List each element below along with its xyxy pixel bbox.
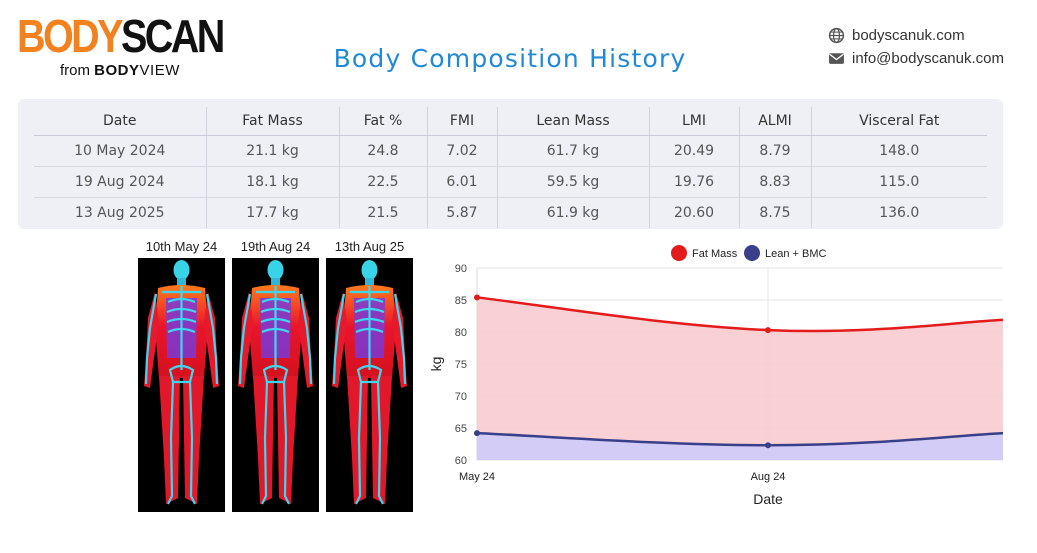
scan-date-label: 13th Aug 25 bbox=[334, 239, 405, 254]
fat-mass-point[interactable] bbox=[474, 294, 480, 301]
cell-lmi: 19.76 bbox=[649, 166, 740, 198]
x-axis-title: Date bbox=[753, 491, 783, 507]
cell-fmi: 5.87 bbox=[427, 197, 498, 228]
fat-mass-point[interactable] bbox=[765, 327, 771, 334]
fat-mass-area bbox=[477, 297, 1003, 446]
col-header-fat-mass: Fat Mass bbox=[206, 107, 340, 136]
x-tick-label: Aug 24 bbox=[751, 471, 786, 483]
lean-bmc-point[interactable] bbox=[765, 442, 771, 449]
col-header-date: Date bbox=[34, 107, 207, 136]
cell-fat-percent: 22.5 bbox=[339, 166, 428, 198]
col-header-lean-mass: Lean Mass bbox=[497, 107, 650, 136]
logo-word-body: BODY bbox=[17, 10, 124, 62]
scan-card: 10th May 24 bbox=[138, 238, 225, 512]
y-tick-label: 65 bbox=[455, 423, 467, 435]
cell-fat-mass: 21.1 kg bbox=[206, 135, 340, 167]
cell-date: 13 Aug 2025 bbox=[34, 197, 207, 228]
website-row[interactable]: bodyscanuk.com bbox=[828, 24, 1004, 47]
contact-info: bodyscanuk.com info@bodyscanuk.com bbox=[828, 24, 1004, 70]
table-header-row: Date Fat Mass Fat % FMI Lean Mass LMI AL… bbox=[34, 107, 987, 136]
x-tick-label: May 24 bbox=[459, 471, 495, 483]
history-table-panel: Date Fat Mass Fat % FMI Lean Mass LMI AL… bbox=[18, 99, 1003, 229]
envelope-icon bbox=[829, 53, 844, 64]
col-header-fat-percent: Fat % bbox=[339, 107, 428, 136]
cell-date: 10 May 2024 bbox=[34, 135, 207, 167]
cell-lean-mass: 59.5 kg bbox=[497, 166, 650, 198]
cell-lmi: 20.60 bbox=[649, 197, 740, 228]
cell-almi: 8.83 bbox=[739, 166, 812, 198]
logo-sub-from: from bbox=[60, 62, 90, 79]
y-tick-label: 70 bbox=[455, 391, 467, 403]
col-header-fmi: FMI bbox=[427, 107, 498, 136]
y-tick-label: 90 bbox=[455, 263, 467, 275]
body-scan-image[interactable] bbox=[232, 258, 319, 512]
chart-svg: 60 65 70 75 80 85 90 May 24 Aug 24 Date kg Fat Mass… bbox=[428, 245, 1004, 507]
body-figure-graphic bbox=[238, 260, 313, 505]
logo-word-scan: SCAN bbox=[120, 10, 225, 62]
cell-date: 19 Aug 2024 bbox=[34, 166, 207, 198]
y-tick-label: 75 bbox=[455, 359, 467, 371]
cell-almi: 8.75 bbox=[739, 197, 812, 228]
lean-bmc-point[interactable] bbox=[474, 430, 480, 437]
cell-visceral-fat: 148.0 bbox=[811, 135, 987, 167]
logo-subtitle: from BODYVIEW bbox=[60, 62, 180, 79]
table-row: 13 Aug 2025 17.7 kg 21.5 5.87 61.9 kg 20… bbox=[34, 197, 987, 228]
cell-fmi: 6.01 bbox=[427, 166, 498, 198]
email-row[interactable]: info@bodyscanuk.com bbox=[828, 47, 1004, 70]
cell-fat-mass: 17.7 kg bbox=[206, 197, 340, 228]
legend-swatch bbox=[744, 245, 760, 261]
legend-label: Fat Mass bbox=[692, 248, 738, 260]
cell-lean-mass: 61.9 kg bbox=[497, 197, 650, 228]
col-header-almi: ALMI bbox=[739, 107, 812, 136]
page-title: Body Composition History bbox=[333, 44, 687, 73]
email-link[interactable]: info@bodyscanuk.com bbox=[852, 50, 1004, 67]
history-table: Date Fat Mass Fat % FMI Lean Mass LMI AL… bbox=[34, 107, 987, 228]
body-figure-graphic bbox=[332, 260, 407, 505]
y-axis-title: kg bbox=[428, 357, 444, 372]
globe-icon bbox=[828, 27, 845, 44]
body-scan-image[interactable] bbox=[138, 258, 225, 512]
bodyscan-logo: BODY SCAN from BODYVIEW bbox=[17, 10, 225, 82]
table-row: 10 May 2024 21.1 kg 24.8 7.02 61.7 kg 20… bbox=[34, 135, 987, 167]
lean-bmc-area bbox=[477, 433, 1003, 460]
scan-date-label: 19th Aug 24 bbox=[240, 239, 311, 254]
logo-wordmark: BODY SCAN bbox=[17, 10, 225, 62]
logo-sub-view: VIEW bbox=[139, 62, 180, 79]
body-figure-graphic bbox=[144, 260, 219, 505]
scan-card: 19th Aug 24 bbox=[232, 238, 319, 512]
body-composition-chart: 60 65 70 75 80 85 90 May 24 Aug 24 Date kg Fat Mass… bbox=[425, 238, 1025, 528]
cell-fat-percent: 24.8 bbox=[339, 135, 428, 167]
y-tick-label: 85 bbox=[455, 295, 467, 307]
cell-fat-percent: 21.5 bbox=[339, 197, 428, 228]
table-row: 19 Aug 2024 18.1 kg 22.5 6.01 59.5 kg 19… bbox=[34, 166, 987, 198]
logo-sub-body: BODY bbox=[94, 62, 140, 79]
cell-fmi: 7.02 bbox=[427, 135, 498, 167]
website-link[interactable]: bodyscanuk.com bbox=[852, 27, 965, 44]
scan-card: 13th Aug 25 bbox=[326, 238, 413, 512]
cell-almi: 8.79 bbox=[739, 135, 812, 167]
y-tick-label: 80 bbox=[455, 327, 467, 339]
cell-visceral-fat: 136.0 bbox=[879, 205, 920, 221]
body-scan-image[interactable] bbox=[326, 258, 413, 512]
legend-label: Lean + BMC bbox=[765, 248, 827, 260]
scan-date-label: 10th May 24 bbox=[145, 239, 218, 254]
legend-swatch bbox=[671, 245, 687, 261]
cell-visceral-fat: 115.0 bbox=[811, 166, 987, 198]
y-tick-label: 60 bbox=[455, 455, 467, 467]
cell-lean-mass: 61.7 kg bbox=[497, 135, 650, 167]
cell-fat-mass: 18.1 kg bbox=[206, 166, 340, 198]
cell-lmi: 20.49 bbox=[649, 135, 740, 167]
col-header-lmi: LMI bbox=[649, 107, 740, 136]
col-header-visceral-fat: Visceral Fat bbox=[811, 107, 987, 136]
